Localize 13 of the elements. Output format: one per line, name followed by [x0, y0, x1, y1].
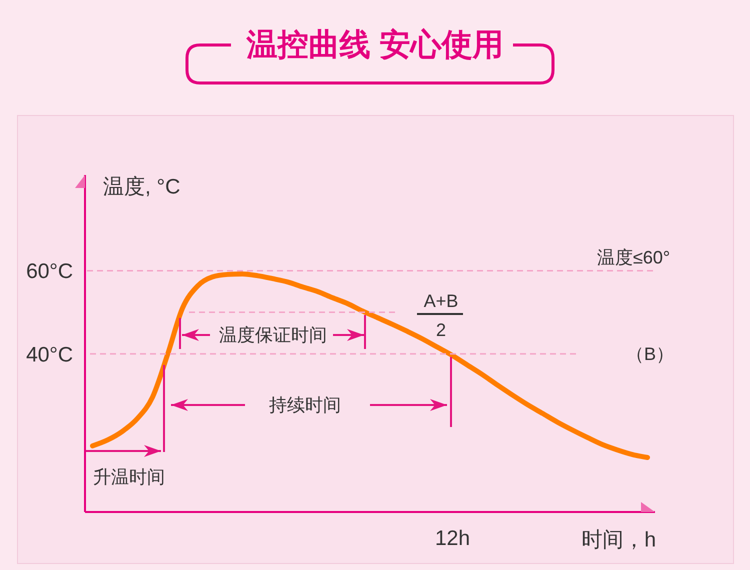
y-axis-title: 温度, °C — [103, 176, 180, 198]
ref-line-label: （B） — [626, 344, 674, 364]
y-tick-label: 40°C — [26, 343, 73, 366]
x-axis-title: 时间，h — [581, 528, 656, 552]
annotation: 持续时间 — [269, 395, 341, 415]
annotation: 温度保证时间 — [219, 325, 327, 345]
chart-title: 温控曲线 安心使用 — [245, 26, 504, 64]
y-tick-label: 60°C — [26, 260, 73, 284]
ref-line-label: 温度≤60° — [597, 248, 670, 268]
x-tick-label: 12h — [434, 526, 470, 550]
annotation: 2 — [436, 320, 446, 340]
annotation: 升温时间 — [93, 467, 165, 487]
annotation: A+B — [424, 291, 458, 311]
